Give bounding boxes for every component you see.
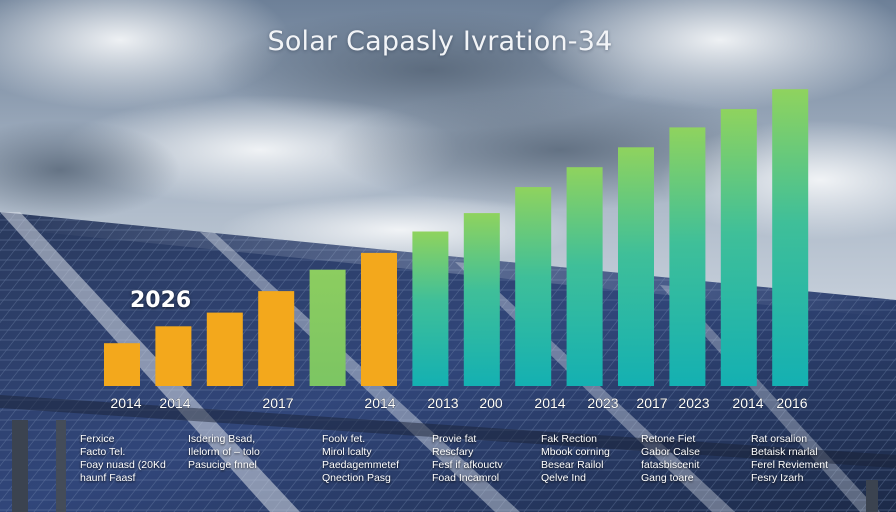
- bar-12: [720, 109, 757, 386]
- footnote-block: Retone Fiet Gabor Calse fatasbiscenit Gang …: [641, 433, 700, 485]
- x-tick-label: 2014: [732, 395, 763, 411]
- footnote-line: Pasucige fnnel: [188, 459, 257, 471]
- bar-11: [669, 127, 706, 387]
- bar-0: [104, 343, 140, 386]
- footnote-line: Gabor Calse: [641, 446, 700, 458]
- footnote-line: Mirol lcalty: [322, 446, 372, 458]
- footnote-block: Foolv fet. Mirol lcalty Paedagemmetef Qnect…: [322, 433, 399, 485]
- bar-2: [206, 312, 243, 386]
- x-tick-label: 2014: [159, 395, 190, 411]
- footnote-line: Foad Incamrol: [432, 472, 500, 484]
- footnote-line: Qnection Pasg: [322, 472, 391, 484]
- bar-9: [566, 167, 603, 386]
- x-tick-label: 2023: [587, 395, 618, 411]
- x-tick-label: 2014: [534, 395, 565, 411]
- footnote-block: Provie fat Rescfary Fesf if afkouctv Foad I…: [432, 433, 503, 485]
- x-tick-label: 200: [479, 395, 503, 411]
- footnote-line: Fak Rection: [541, 433, 598, 445]
- bar-10: [618, 147, 654, 386]
- footnote-block: Ferxice Facto Tel. Foay nuasd (20Kd haunf F…: [80, 433, 166, 485]
- footnote-line: Rat orsalion: [751, 433, 808, 445]
- footnote-line: Fesry Izarh: [751, 472, 804, 484]
- footnote-line: Betaisk rnarlal: [751, 446, 818, 458]
- footnote-line: Fesf if afkouctv: [432, 459, 503, 471]
- bar-8: [515, 187, 552, 386]
- bar-3: [258, 291, 295, 386]
- bar-5: [361, 252, 397, 386]
- footnote-line: Foolv fet.: [322, 433, 366, 445]
- bar-1: [155, 326, 192, 386]
- footnote-line: Ferxice: [80, 433, 115, 445]
- footnote-block: Fak Rection Mbook corning Besear Railol Qel…: [541, 433, 610, 485]
- footnote-line: Besear Railol: [541, 459, 604, 471]
- x-tick-label: 2014: [364, 395, 395, 411]
- bar-13: [772, 89, 809, 386]
- x-tick-label: 2016: [776, 395, 807, 411]
- x-tick-label: 2023: [678, 395, 709, 411]
- callout-year-label: 2026: [130, 288, 192, 313]
- footnote-line: Qelve Ind: [541, 472, 586, 484]
- footnote-line: Mbook corning: [541, 446, 610, 458]
- footnote-line: fatasbiscenit: [641, 459, 700, 471]
- footnote-line: Facto Tel.: [80, 446, 126, 458]
- footnote-line: Rescfary: [432, 446, 474, 458]
- x-tick-label: 2013: [427, 395, 458, 411]
- chart-title: Solar Capasly Ivration-34: [267, 26, 613, 57]
- footnote-line: Isdering Bsad,: [188, 433, 256, 445]
- footnote-line: Ferel Reviement: [751, 459, 829, 471]
- footnote-block: Rat orsalion Betaisk rnarlal Ferel Revieme…: [751, 433, 828, 485]
- x-tick-label: 2017: [262, 395, 293, 411]
- footnote-line: haunf Faasf: [80, 472, 136, 484]
- x-tick-label: 2014: [110, 395, 141, 411]
- footnote-line: Paedagemmetef: [322, 459, 400, 471]
- bar-6: [412, 231, 449, 386]
- bar-4: [309, 269, 346, 386]
- footnote-block: Isdering Bsad, Ilelorm of – tolo Pasucige …: [188, 433, 260, 472]
- bar-7: [463, 213, 500, 386]
- footnote-line: Provie fat: [432, 433, 477, 445]
- footnote-line: Ilelorm of – tolo: [188, 446, 260, 458]
- x-tick-label: 2017: [636, 395, 667, 411]
- footnote-line: Retone Fiet: [641, 433, 696, 445]
- footnote-line: Foay nuasd (20Kd: [80, 459, 166, 471]
- footnote-line: Gang toare: [641, 472, 694, 484]
